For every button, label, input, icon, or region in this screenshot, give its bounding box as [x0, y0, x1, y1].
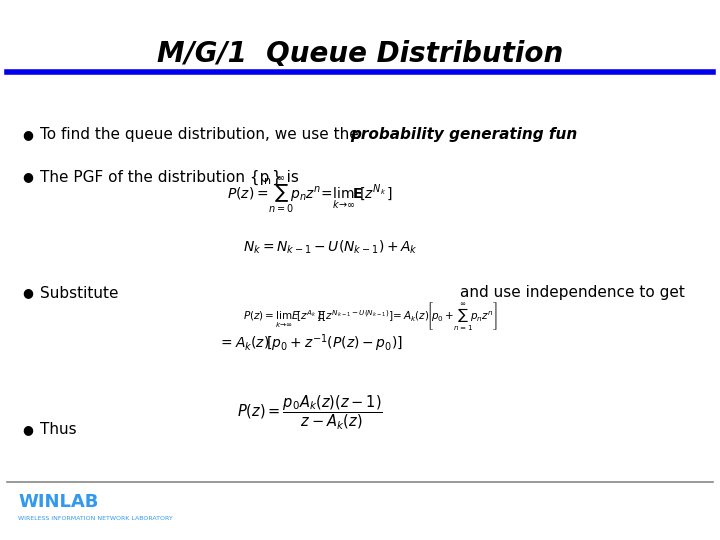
Text: ●: ●: [22, 423, 33, 436]
Text: ●: ●: [22, 171, 33, 184]
Text: n: n: [264, 176, 271, 186]
Text: The PGF of the distribution {p: The PGF of the distribution {p: [40, 170, 269, 185]
Text: WIRELESS INFORMATION NETWORK LABORATORY: WIRELESS INFORMATION NETWORK LABORATORY: [18, 516, 173, 521]
Text: Substitute: Substitute: [40, 286, 119, 300]
Text: ●: ●: [22, 287, 33, 300]
Text: $= A_k(z)\!\left[p_0 + z^{-1}(P(z)-p_0)\right]$: $= A_k(z)\!\left[p_0 + z^{-1}(P(z)-p_0)\…: [217, 332, 402, 354]
Text: $P(z) = \dfrac{p_0 A_k(z)(z-1)}{z - A_k(z)}$: $P(z) = \dfrac{p_0 A_k(z)(z-1)}{z - A_k(…: [237, 393, 383, 431]
Text: Thus: Thus: [40, 422, 76, 437]
Text: and use independence to get: and use independence to get: [460, 286, 685, 300]
Text: ●: ●: [22, 129, 33, 141]
Text: WINLAB: WINLAB: [18, 493, 99, 511]
Text: $P(z)=\!\sum_{n=0}^{\infty}\! p_n z^n\!=\!\lim_{k\to\infty}\!\mathbf{E}\!\left[z: $P(z)=\!\sum_{n=0}^{\infty}\! p_n z^n\!=…: [228, 176, 393, 214]
Text: To find the queue distribution, we use the: To find the queue distribution, we use t…: [40, 127, 364, 143]
Text: M/G/1  Queue Distribution: M/G/1 Queue Distribution: [157, 40, 563, 68]
Text: probability generating fun: probability generating fun: [350, 127, 577, 143]
Text: } is: } is: [272, 170, 299, 185]
Text: $P(z)=\lim_{k\to\infty}E\!\left[z^{A_k}\right]\!\!E\!\left[z^{N_{k-1}-U(N_{k-1}): $P(z)=\lim_{k\to\infty}E\!\left[z^{A_k}\…: [243, 300, 498, 332]
Text: $N_k = N_{k-1} - U(N_{k-1}) + A_k$: $N_k = N_{k-1} - U(N_{k-1}) + A_k$: [243, 238, 418, 256]
